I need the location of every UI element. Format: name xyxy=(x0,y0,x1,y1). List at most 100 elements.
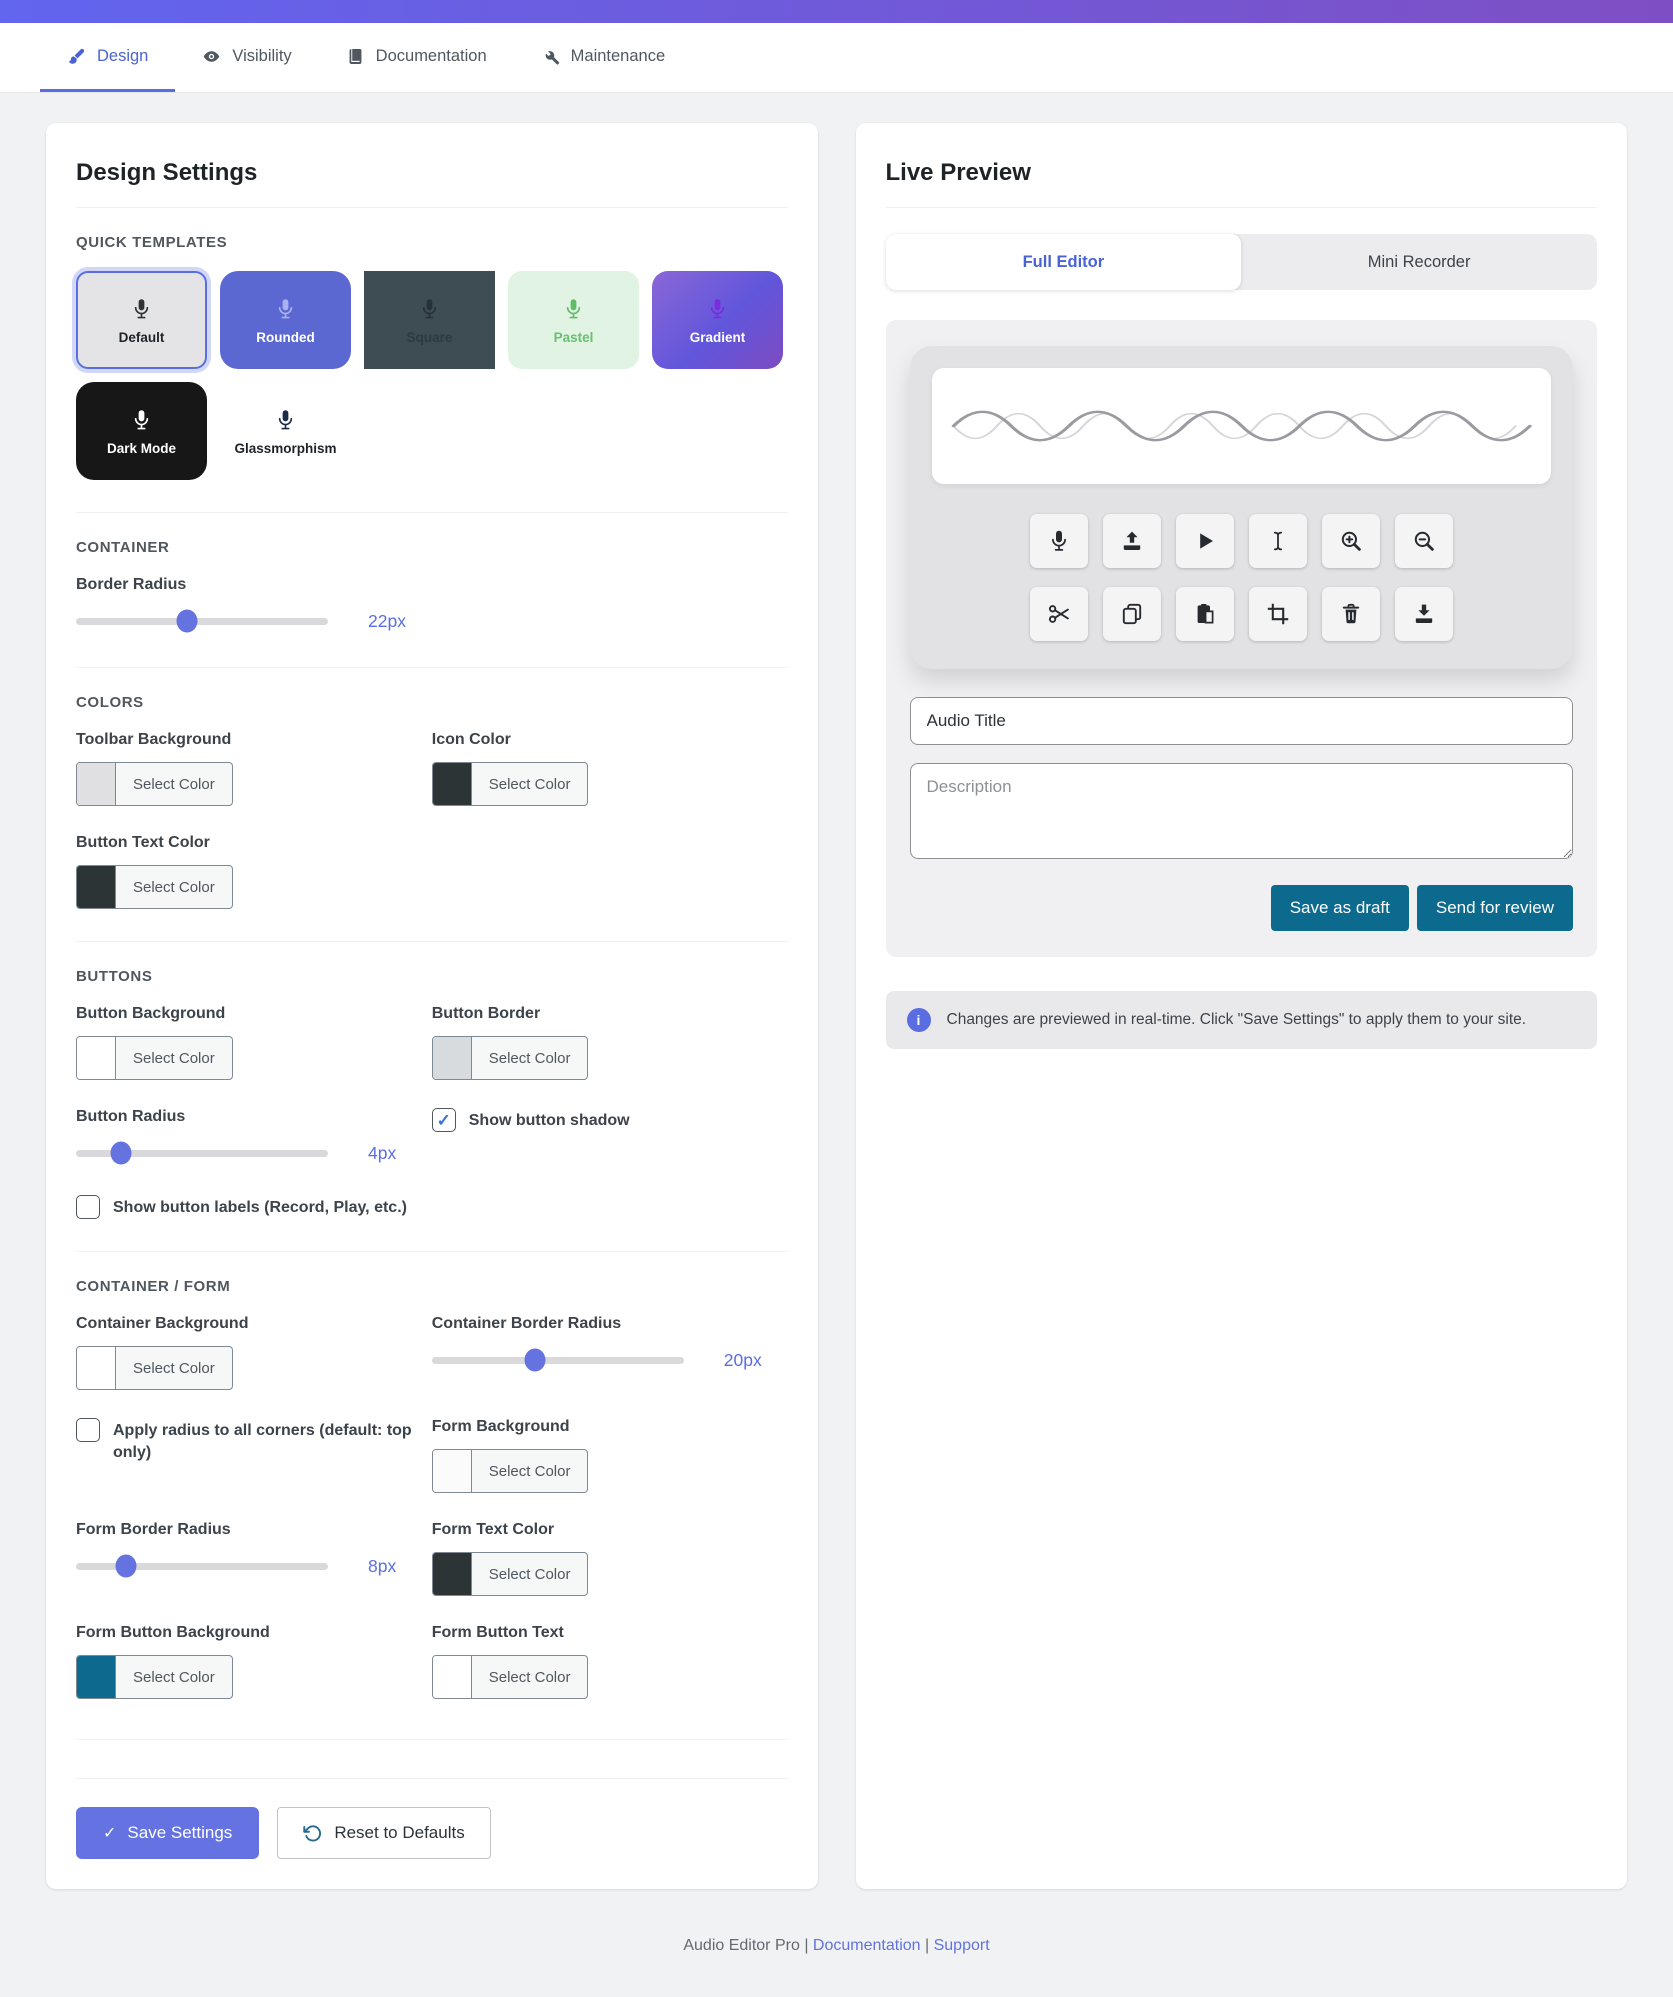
tab-full-editor[interactable]: Full Editor xyxy=(885,234,1242,290)
form-border-radius-slider[interactable] xyxy=(76,1554,328,1578)
icon-color-button[interactable]: Select Color xyxy=(431,762,589,806)
copy-button[interactable] xyxy=(1102,587,1161,641)
audio-editor-preview xyxy=(909,346,1573,669)
documentation-link[interactable]: Documentation xyxy=(812,1937,921,1954)
download-button[interactable] xyxy=(1394,587,1453,641)
delete-button[interactable] xyxy=(1321,587,1380,641)
tab-mini-recorder[interactable]: Mini Recorder xyxy=(1367,252,1471,271)
save-settings-button[interactable]: Save Settings xyxy=(76,1807,260,1859)
support-link[interactable]: Support xyxy=(933,1937,990,1954)
form-button-background-color-button[interactable]: Select Color xyxy=(76,1655,233,1699)
paste-button[interactable] xyxy=(1175,587,1234,641)
tab-documentation[interactable]: Documentation xyxy=(319,23,514,92)
play-button[interactable] xyxy=(1175,514,1234,568)
zoom-in-icon xyxy=(1341,531,1361,551)
select-color-label: Select Color xyxy=(488,1565,571,1583)
live-preview-panel: Live Preview Full Editor Mini Recorder xyxy=(855,123,1627,1889)
tab-maintenance[interactable]: Maintenance xyxy=(514,23,692,92)
apply-radius-row: Apply radius to all corners (default: to… xyxy=(76,1418,432,1463)
toolbar-row-2 xyxy=(932,587,1552,641)
template-label: Square xyxy=(406,329,453,345)
color-swatch xyxy=(432,1037,472,1079)
form-button-text-color-button[interactable]: Select Color xyxy=(431,1655,589,1699)
slider-thumb[interactable] xyxy=(176,609,198,633)
microphone-icon xyxy=(134,409,149,429)
template-card-square[interactable]: Square xyxy=(364,271,495,369)
field-label: Form Button Background xyxy=(76,1624,270,1641)
template-card-pastel[interactable]: Pastel xyxy=(508,271,639,369)
tab-label: Design xyxy=(97,46,149,65)
record-button[interactable] xyxy=(1029,514,1088,568)
description-textarea[interactable] xyxy=(909,763,1573,859)
slider-value: 4px xyxy=(368,1142,397,1163)
field-label: Form Text Color xyxy=(431,1521,555,1538)
show-button-labels-row: Show button labels (Record, Play, etc.) xyxy=(76,1195,432,1219)
button-border-field: Button Border Select Color xyxy=(431,1005,788,1080)
color-swatch xyxy=(77,1347,116,1389)
button-border-color-button[interactable]: Select Color xyxy=(431,1036,589,1080)
select-button[interactable] xyxy=(1248,514,1307,568)
zoom-out-button[interactable] xyxy=(1394,514,1453,568)
container-background-color-button[interactable]: Select Color xyxy=(76,1346,233,1390)
send-for-review-button[interactable]: Send for review xyxy=(1416,885,1573,931)
button-text-color-field: Button Text Color Select Color xyxy=(76,834,432,909)
button-text-color-button[interactable]: Select Color xyxy=(76,865,233,909)
preview-title: Live Preview xyxy=(885,159,1031,186)
template-label: Dark Mode xyxy=(106,440,177,456)
tab-design[interactable]: Design xyxy=(40,23,176,92)
template-card-rounded[interactable]: Rounded xyxy=(220,271,351,369)
checkbox-label: Show button shadow xyxy=(468,1112,630,1129)
crop-icon xyxy=(1267,603,1288,625)
apply-radius-checkbox[interactable] xyxy=(76,1418,100,1442)
audio-title-input[interactable] xyxy=(909,697,1573,745)
slider-thumb[interactable] xyxy=(524,1348,546,1372)
microphone-icon xyxy=(278,409,293,429)
upload-button[interactable] xyxy=(1102,514,1161,568)
design-settings-panel: Design Settings QUICK TEMPLATES Default xyxy=(46,123,818,1889)
field-label: Icon Color xyxy=(431,731,511,748)
field-label: Form Background xyxy=(431,1418,570,1435)
save-as-draft-button[interactable]: Save as draft xyxy=(1270,885,1409,931)
slider-value: 20px xyxy=(723,1349,762,1370)
select-color-label: Select Color xyxy=(488,775,571,793)
slider-thumb[interactable] xyxy=(110,1141,132,1165)
border-radius-slider[interactable] xyxy=(76,609,328,633)
form-background-color-button[interactable]: Select Color xyxy=(431,1449,589,1493)
main-nav: Design Visibility Documentation Maintena… xyxy=(0,23,1673,93)
microphone-icon xyxy=(710,298,725,318)
button-background-color-button[interactable]: Select Color xyxy=(76,1036,233,1080)
slider-thumb[interactable] xyxy=(115,1554,137,1578)
template-card-dark-mode[interactable]: Dark Mode xyxy=(76,382,207,480)
color-swatch xyxy=(432,1553,472,1595)
color-swatch xyxy=(432,1656,472,1698)
toolbar-background-color-button[interactable]: Select Color xyxy=(76,762,233,806)
template-card-gradient[interactable]: Gradient xyxy=(652,271,783,369)
form-background-field: Form Background Select Color xyxy=(431,1418,788,1493)
form-text-color-button[interactable]: Select Color xyxy=(431,1552,589,1596)
divider xyxy=(76,941,788,942)
microphone-icon xyxy=(566,298,581,318)
border-radius-field: Border Radius 22px xyxy=(76,576,788,635)
reset-to-defaults-button[interactable]: Reset to Defaults xyxy=(277,1807,491,1859)
color-swatch xyxy=(77,1656,116,1698)
text-cursor-icon xyxy=(1273,531,1282,551)
reset-to-defaults-label: Reset to Defaults xyxy=(334,1823,465,1842)
field-label: Button Text Color xyxy=(76,834,210,851)
tab-label: Documentation xyxy=(375,46,487,65)
template-label: Gradient xyxy=(689,329,746,345)
crop-button[interactable] xyxy=(1248,587,1307,641)
template-card-glassmorphism[interactable]: Glassmorphism xyxy=(220,382,351,480)
eye-icon xyxy=(204,50,220,62)
divider xyxy=(76,1251,788,1252)
show-button-shadow-checkbox[interactable] xyxy=(431,1108,456,1132)
template-card-default[interactable]: Default xyxy=(76,271,207,369)
cut-button[interactable] xyxy=(1029,587,1088,641)
show-button-labels-checkbox[interactable] xyxy=(76,1195,100,1219)
show-button-shadow-row: Show button shadow xyxy=(431,1108,788,1132)
tab-visibility[interactable]: Visibility xyxy=(175,23,318,92)
select-color-label: Select Color xyxy=(133,1359,215,1377)
button-radius-slider[interactable] xyxy=(76,1141,328,1165)
container-border-radius-slider[interactable] xyxy=(431,1348,684,1372)
divider xyxy=(76,1739,788,1740)
zoom-in-button[interactable] xyxy=(1321,514,1380,568)
